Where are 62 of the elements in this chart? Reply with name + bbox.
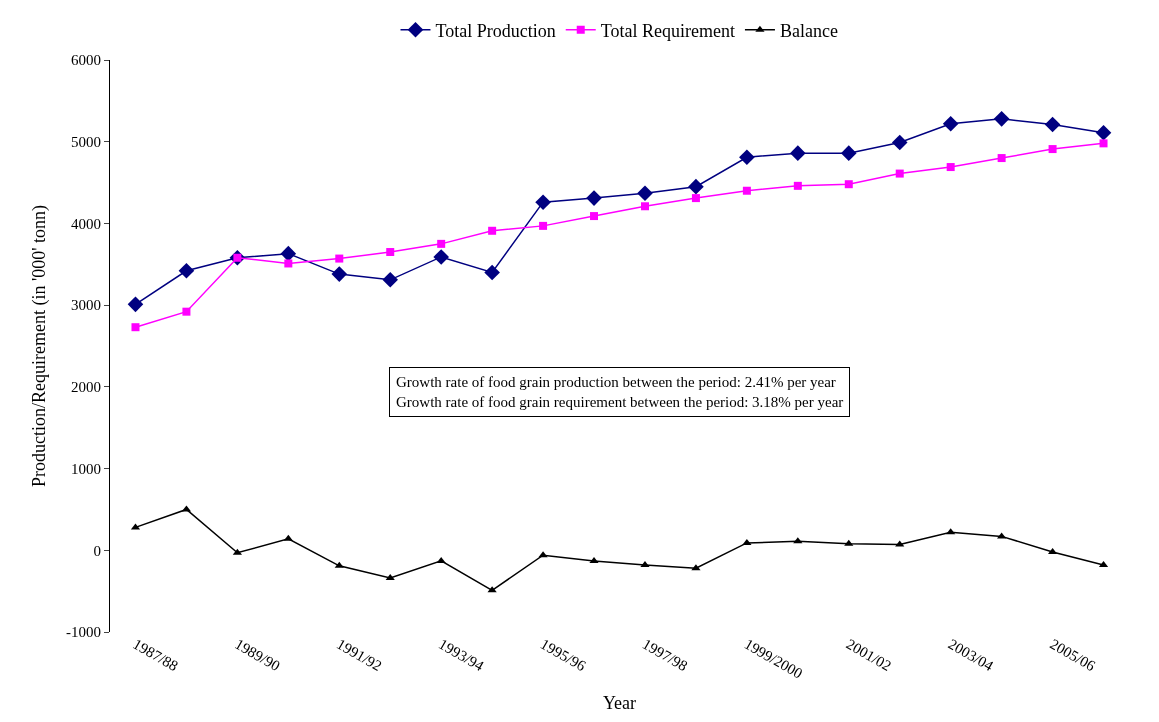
point	[895, 540, 905, 547]
point	[1095, 124, 1112, 141]
y-tick-label: 5000	[71, 133, 101, 150]
x-axis-title: Year	[602, 692, 637, 713]
point	[131, 323, 140, 332]
y-tick-label: 0	[93, 542, 101, 559]
point	[993, 111, 1010, 127]
point	[1044, 116, 1061, 133]
point	[640, 202, 649, 211]
legend-label: Total Production	[435, 20, 556, 41]
point	[335, 254, 344, 263]
y-axis-title: Production/Requirement (in '000' tonn)	[29, 205, 51, 487]
point	[484, 264, 500, 281]
point	[284, 259, 293, 268]
point	[895, 169, 904, 178]
point	[790, 145, 806, 161]
point	[691, 194, 700, 203]
annotation: Growth rate of food grain production between the period: 2.41% per year Growth rate of food grain requirement between the period: 3.18% per year	[396, 374, 844, 410]
point	[742, 186, 751, 195]
point	[232, 548, 242, 555]
point	[535, 194, 551, 210]
y-tick-label: -1000	[66, 624, 101, 641]
point	[386, 248, 395, 257]
point	[742, 538, 752, 545]
point	[280, 245, 297, 262]
point	[637, 185, 653, 201]
point	[586, 190, 602, 206]
point	[840, 145, 857, 161]
point	[539, 221, 548, 230]
point	[946, 163, 955, 172]
point	[688, 178, 704, 195]
point	[331, 266, 348, 282]
point	[844, 539, 854, 546]
point	[793, 181, 802, 190]
y-tick-label: 4000	[71, 215, 101, 232]
point	[1048, 145, 1057, 154]
point	[739, 149, 755, 166]
point	[942, 115, 959, 132]
point	[127, 296, 144, 313]
point	[437, 239, 446, 248]
legend-label: Balance	[779, 20, 838, 41]
y-tick-label: 6000	[71, 52, 101, 69]
point	[589, 556, 599, 563]
point	[334, 561, 344, 568]
point	[1099, 139, 1108, 148]
point	[178, 263, 195, 279]
point	[283, 534, 293, 541]
point	[590, 212, 599, 221]
point	[385, 574, 395, 581]
point	[997, 154, 1006, 163]
point	[640, 560, 650, 567]
point	[433, 249, 449, 265]
legend-label: Total Requirement	[600, 20, 735, 41]
point	[382, 272, 399, 288]
y-tick-label: 2000	[71, 379, 101, 396]
point	[182, 307, 191, 316]
y-tick-label: 3000	[71, 297, 101, 314]
point	[844, 180, 853, 189]
point	[488, 226, 497, 235]
point	[436, 556, 446, 563]
point	[891, 134, 908, 151]
y-tick-label: 1000	[71, 460, 101, 477]
